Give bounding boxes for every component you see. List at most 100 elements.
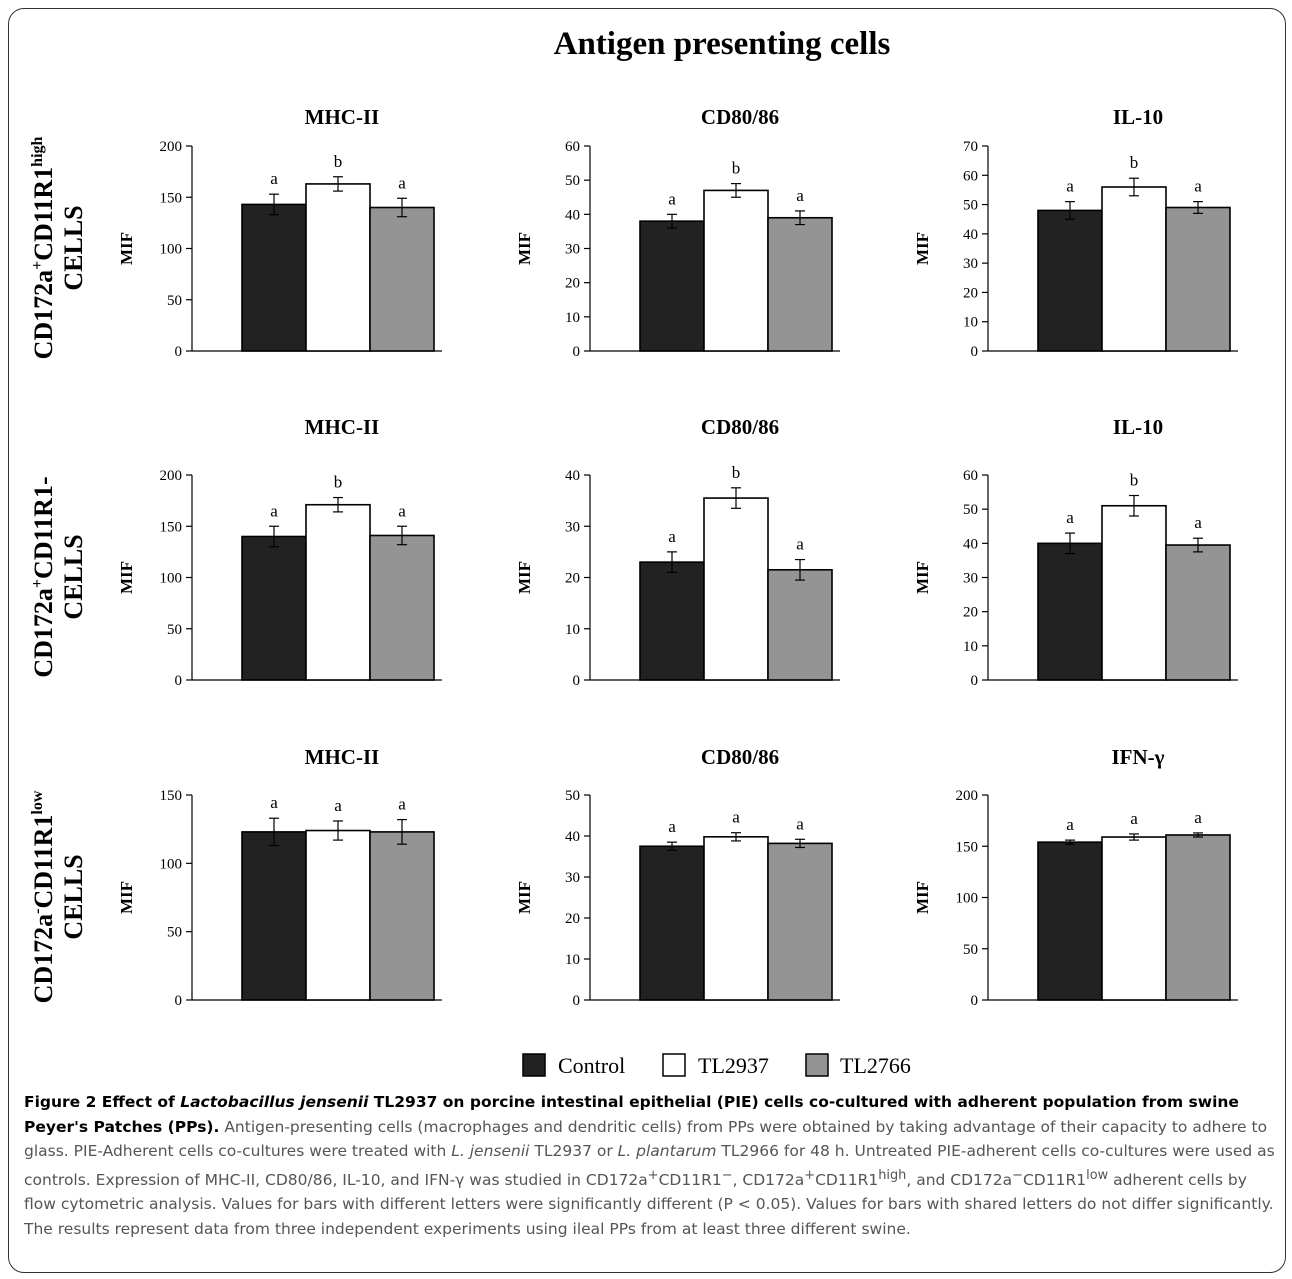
significance-letter: a bbox=[1194, 177, 1202, 196]
y-tick-label: 200 bbox=[160, 468, 183, 484]
legend-label: Control bbox=[558, 1053, 625, 1078]
caption-text: adherent cells by flow cytometric analys… bbox=[24, 1170, 1274, 1238]
caption-species: Lactobacillus jensenii bbox=[180, 1093, 369, 1111]
row-label-line-2: CELLS bbox=[59, 854, 88, 939]
bar bbox=[767, 216, 833, 352]
significance-letter: b bbox=[1130, 153, 1139, 172]
bar bbox=[369, 534, 435, 681]
y-tick-label: 40 bbox=[963, 227, 978, 243]
caption-superscript: + bbox=[647, 1167, 659, 1183]
bar bbox=[1101, 836, 1167, 1001]
caption-text: Antigen-presenting cells (macrophages an… bbox=[24, 1117, 1268, 1161]
row-label-line-1: CD172a+CD11R1- bbox=[29, 476, 58, 677]
significance-letter: a bbox=[270, 501, 278, 520]
y-tick-label: 100 bbox=[956, 891, 979, 907]
chart-panels: MHC-IIMIF050100150200abaCD80/86MIF010203… bbox=[117, 105, 1238, 1009]
bar bbox=[1165, 834, 1231, 1001]
bar bbox=[767, 842, 833, 1001]
y-tick-label: 0 bbox=[971, 344, 979, 360]
y-tick-label: 30 bbox=[963, 571, 978, 587]
legend-label: TL2937 bbox=[698, 1053, 769, 1078]
bar bbox=[241, 535, 307, 681]
significance-letter: b bbox=[334, 152, 343, 171]
y-tick-label: 10 bbox=[963, 639, 978, 655]
bar bbox=[639, 561, 705, 681]
bar bbox=[369, 206, 435, 352]
significance-letter: a bbox=[796, 814, 804, 833]
y-tick-label: 50 bbox=[963, 942, 978, 958]
panel-title: IFN-γ bbox=[1112, 745, 1165, 769]
caption-head-part: TL2937 on porcine intestinal epithelial … bbox=[24, 1093, 1239, 1136]
bar bbox=[703, 497, 769, 681]
bar bbox=[241, 203, 307, 352]
bar bbox=[1037, 209, 1103, 352]
bar bbox=[1165, 206, 1231, 352]
y-tick-label: 30 bbox=[565, 519, 580, 535]
y-tick-label: 10 bbox=[565, 622, 580, 638]
caption-superscript: − bbox=[1012, 1167, 1023, 1183]
legend-swatch bbox=[805, 1053, 829, 1077]
y-tick-label: 50 bbox=[167, 925, 182, 941]
y-tick-label: 0 bbox=[573, 344, 581, 360]
bar bbox=[1101, 186, 1167, 352]
y-tick-label: 30 bbox=[963, 256, 978, 272]
chart-panel: IL-10 MIF 0 10 20 30 40 50 60 a b a bbox=[913, 415, 1238, 689]
y-tick-label: 40 bbox=[565, 207, 580, 223]
significance-letter: a bbox=[668, 817, 676, 836]
figure-frame bbox=[8, 8, 1286, 1273]
y-tick-label: 0 bbox=[175, 344, 183, 360]
y-tick-label: 50 bbox=[963, 502, 978, 518]
bar bbox=[639, 845, 705, 1001]
significance-letter: a bbox=[398, 501, 406, 520]
significance-letter: a bbox=[1194, 808, 1202, 827]
caption-text: CD11R1 bbox=[658, 1170, 722, 1189]
caption-text: , CD172a bbox=[732, 1170, 805, 1189]
caption-superscript: low bbox=[1086, 1167, 1109, 1183]
caption-heading: Figure 2 Effect of Lactobacillus jenseni… bbox=[24, 1093, 1239, 1136]
caption-text: , and CD172a bbox=[906, 1170, 1013, 1189]
significance-letter: a bbox=[796, 535, 804, 554]
y-tick-label: 40 bbox=[963, 536, 978, 552]
y-tick-label: 0 bbox=[971, 673, 979, 689]
bar bbox=[305, 829, 371, 1001]
significance-letter: a bbox=[398, 795, 406, 814]
y-tick-label: 100 bbox=[160, 242, 183, 258]
caption-superscript: − bbox=[721, 1167, 733, 1183]
significance-letter: b bbox=[334, 473, 343, 492]
figure-caption: Figure 2 Effect of Lactobacillus jenseni… bbox=[24, 1090, 1276, 1241]
y-tick-label: 10 bbox=[565, 952, 580, 968]
y-tick-label: 50 bbox=[565, 788, 580, 804]
y-tick-label: 70 bbox=[963, 139, 978, 155]
y-axis-label: MIF bbox=[913, 232, 932, 265]
y-tick-label: 60 bbox=[963, 168, 978, 184]
bar bbox=[241, 831, 307, 1001]
caption-text: CD11R1 bbox=[815, 1170, 879, 1189]
bar bbox=[639, 220, 705, 352]
y-tick-label: 50 bbox=[565, 173, 580, 189]
y-tick-label: 40 bbox=[565, 829, 580, 845]
y-tick-label: 150 bbox=[160, 519, 183, 535]
bar bbox=[369, 831, 435, 1001]
legend-swatch bbox=[522, 1053, 546, 1077]
y-axis-label: MIF bbox=[117, 561, 136, 594]
y-axis-label: MIF bbox=[117, 232, 136, 265]
y-tick-label: 60 bbox=[565, 139, 580, 155]
figure-chart-area: Antigen presenting cells CD172a+CD11R1hi… bbox=[29, 26, 1238, 1078]
y-axis-label: MIF bbox=[913, 881, 932, 914]
y-tick-label: 60 bbox=[963, 468, 978, 484]
y-tick-label: 0 bbox=[175, 673, 183, 689]
y-tick-label: 50 bbox=[963, 198, 978, 214]
significance-letter: a bbox=[796, 186, 804, 205]
row-label-line-2: CELLS bbox=[59, 534, 88, 619]
y-axis-label: MIF bbox=[117, 881, 136, 914]
caption-text: TL2937 or bbox=[529, 1142, 618, 1160]
row-label-line-2: CELLS bbox=[59, 205, 88, 290]
y-tick-label: 200 bbox=[160, 139, 183, 155]
y-axis-label: MIF bbox=[515, 881, 534, 914]
row-label-line-1: CD172a-CD11R1low bbox=[29, 790, 58, 1003]
chart-panel: CD80/86 MIF 0 10 20 30 40 a b a bbox=[515, 415, 840, 689]
panel-title: CD80/86 bbox=[701, 415, 779, 439]
significance-letter: a bbox=[1066, 815, 1074, 834]
